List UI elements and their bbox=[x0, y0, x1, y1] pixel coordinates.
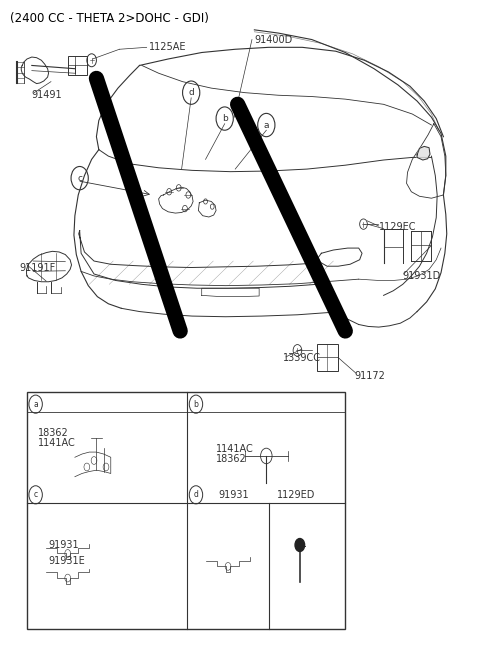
Text: c: c bbox=[34, 491, 38, 499]
Text: 91491: 91491 bbox=[32, 90, 62, 99]
Text: 1129ED: 1129ED bbox=[277, 490, 316, 500]
Text: a: a bbox=[264, 121, 269, 130]
Text: 18362: 18362 bbox=[37, 428, 68, 438]
Circle shape bbox=[295, 539, 305, 552]
Text: 91931E: 91931E bbox=[48, 556, 85, 566]
Text: d: d bbox=[193, 491, 198, 499]
Text: b: b bbox=[193, 400, 198, 409]
Bar bbox=[68, 56, 87, 75]
Text: 1125AE: 1125AE bbox=[149, 42, 187, 53]
Text: c: c bbox=[77, 174, 82, 182]
Text: 18362: 18362 bbox=[216, 454, 247, 464]
Text: b: b bbox=[222, 114, 228, 123]
Text: 1339CC: 1339CC bbox=[283, 353, 321, 363]
Text: 91931: 91931 bbox=[48, 540, 79, 550]
Polygon shape bbox=[417, 147, 430, 160]
Text: 91172: 91172 bbox=[355, 371, 386, 382]
Bar bbox=[317, 344, 338, 371]
Text: 91931: 91931 bbox=[218, 490, 249, 500]
Text: (2400 CC - THETA 2>DOHC - GDI): (2400 CC - THETA 2>DOHC - GDI) bbox=[10, 12, 209, 25]
Text: 91931D: 91931D bbox=[403, 271, 441, 281]
Text: 1129EC: 1129EC bbox=[379, 223, 416, 232]
Text: 91191F: 91191F bbox=[20, 262, 56, 273]
Text: 1141AC: 1141AC bbox=[37, 438, 75, 448]
Text: d: d bbox=[188, 88, 194, 97]
Bar bbox=[27, 393, 345, 629]
Text: 1141AC: 1141AC bbox=[216, 445, 254, 454]
Text: a: a bbox=[33, 400, 38, 409]
Text: 91400D: 91400D bbox=[254, 34, 293, 45]
